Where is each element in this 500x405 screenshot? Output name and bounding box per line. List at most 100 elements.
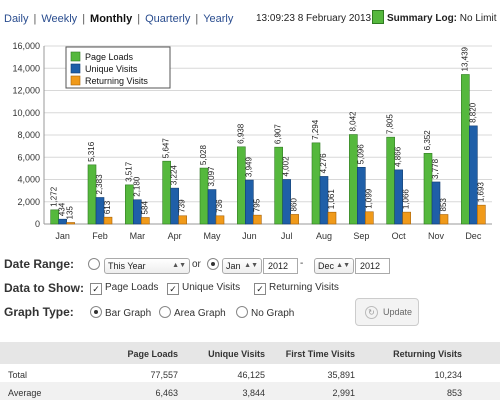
data-label: 4,866 (394, 146, 403, 167)
legend-swatch (70, 51, 81, 62)
nav-separator: | (33, 13, 37, 25)
data-label: 613 (103, 200, 112, 214)
from-month-select[interactable]: Jan ▲▼ (222, 258, 262, 274)
y-tick-label: 12,000 (12, 86, 40, 96)
data-label: 3,778 (431, 158, 440, 179)
cell-page-loads: 77,557 (150, 370, 178, 380)
chevron-updown-icon: ▲▼ (244, 262, 258, 269)
data-label: 6,907 (274, 124, 283, 145)
stats-header-unique-visits: Unique Visits (208, 349, 265, 359)
bar-unique-visits (207, 189, 217, 225)
period-quarterly[interactable]: Quarterly (145, 13, 191, 25)
bar-chart: 0 2,000 4,000 6,000 8,000 10,000 12,000 14,000 1… (0, 34, 500, 246)
data-label: 736 (215, 199, 224, 213)
unique-visits-checkbox[interactable]: ✓ (167, 283, 179, 295)
preset-radio-button[interactable] (88, 258, 100, 270)
y-tick-label: 14,000 (12, 63, 40, 73)
period-daily[interactable]: Daily (4, 13, 29, 25)
data-label: 739 (178, 199, 187, 213)
y-tick-label: 10,000 (12, 108, 40, 118)
nav-separator: | (137, 13, 141, 25)
clock: 13:09:23 8 February 2013 (256, 13, 372, 24)
stats-header-returning-visits: Returning Visits (393, 349, 462, 359)
row-label: Total (8, 370, 28, 380)
x-tick-label: Sep (353, 231, 369, 241)
data-label: 5,028 (199, 144, 208, 165)
cell-returning-visits: 10,234 (434, 370, 462, 380)
unique-visits-option: Unique Visits (182, 282, 241, 293)
to-month-select[interactable]: Dec ▲▼ (314, 258, 354, 274)
unique-visits-toggle[interactable]: ✓ Unique Visits (167, 282, 240, 295)
bar-unique-visits (245, 179, 254, 225)
stats-header-row: Page Loads Unique Visits First Time Visi… (0, 342, 500, 364)
period-yearly[interactable]: Yearly (203, 13, 234, 25)
data-label: 135 (66, 206, 75, 220)
refresh-icon: ↻ (365, 306, 378, 319)
data-label: 1,061 (327, 189, 336, 210)
x-tick-label: Nov (428, 231, 445, 241)
data-label: 8,042 (348, 111, 357, 132)
update-button[interactable]: ↻ Update (355, 298, 419, 326)
graph-type-row: Graph Type: Bar Graph Area Graph No Grap… (0, 302, 500, 322)
x-tick-label: Jan (55, 231, 70, 241)
x-tick-label: Apr (168, 231, 182, 241)
from-year-input[interactable]: 2012 (263, 258, 298, 274)
bar-graph-option[interactable]: Bar Graph (90, 306, 151, 319)
bar-unique-visits (58, 218, 67, 225)
stats-header-first-time-visits: First Time Visits (285, 349, 355, 359)
legend-entry: Page Loads (85, 52, 134, 62)
returning-visits-option: Returning Visits (269, 282, 339, 293)
page-loads-toggle[interactable]: ✓ Page Loads (90, 282, 158, 295)
data-label: 5,647 (162, 138, 171, 159)
bar-returning-visits (103, 216, 113, 225)
no-graph-option[interactable]: No Graph (236, 306, 294, 319)
data-label: 6,352 (423, 130, 432, 151)
graph-type-label: Graph Type: (4, 305, 74, 319)
bar-unique-visits (95, 197, 105, 225)
cell-returning-visits: 853 (446, 388, 462, 398)
or-text: or (192, 259, 201, 270)
returning-visits-checkbox[interactable]: ✓ (254, 283, 266, 295)
x-tick-label: Jul (281, 231, 293, 241)
y-tick-label: 16,000 (12, 41, 40, 51)
bar-returning-visits (327, 211, 337, 225)
custom-radio[interactable] (207, 258, 222, 271)
table-row: Average 6,463 3,844 2,991 853 (0, 382, 500, 400)
update-label: Update (383, 307, 413, 317)
preset-select-value: This Year (108, 261, 146, 271)
data-label: 13,439 (460, 46, 469, 71)
data-label: 584 (140, 201, 149, 215)
period-monthly[interactable]: Monthly (90, 13, 133, 25)
bar-returning-visits (66, 222, 75, 225)
no-graph-radio[interactable] (236, 306, 248, 318)
y-tick-label: 4,000 (17, 175, 40, 185)
range-dash: - (300, 258, 304, 269)
preset-radio[interactable] (88, 258, 103, 271)
area-graph-option[interactable]: Area Graph (159, 306, 226, 319)
data-to-show-row: Data to Show: ✓ Page Loads ✓ Unique Visits… (0, 278, 500, 298)
no-graph-label: No Graph (251, 308, 295, 319)
bar-unique-visits (170, 187, 179, 225)
x-tick-label: Jun (242, 231, 257, 241)
data-label: 4,276 (319, 153, 328, 174)
cell-page-loads: 6,463 (155, 388, 178, 398)
x-tick-label: Feb (92, 231, 108, 241)
data-label: 3,097 (207, 166, 216, 187)
returning-visits-toggle[interactable]: ✓ Returning Visits (254, 282, 339, 295)
to-year-input[interactable]: 2012 (355, 258, 390, 274)
custom-radio-button[interactable] (207, 258, 219, 270)
bar-unique-visits (394, 169, 403, 225)
bar-unique-visits (357, 167, 366, 225)
period-weekly[interactable]: Weekly (41, 13, 78, 25)
page-loads-checkbox[interactable]: ✓ (90, 283, 102, 295)
area-graph-radio[interactable] (159, 306, 171, 318)
bar-unique-visits (431, 181, 441, 225)
bar-unique-visits (319, 176, 329, 225)
bar-graph-radio[interactable] (90, 306, 102, 318)
chart-svg: 0 2,000 4,000 6,000 8,000 10,000 12,000 14,000 1… (12, 41, 492, 241)
preset-select[interactable]: This Year ▲▼ (104, 258, 190, 274)
x-tick-label: Dec (465, 231, 482, 241)
data-label: 5,096 (356, 144, 365, 165)
data-label: 853 (439, 198, 448, 212)
bar-returning-visits (178, 215, 187, 225)
